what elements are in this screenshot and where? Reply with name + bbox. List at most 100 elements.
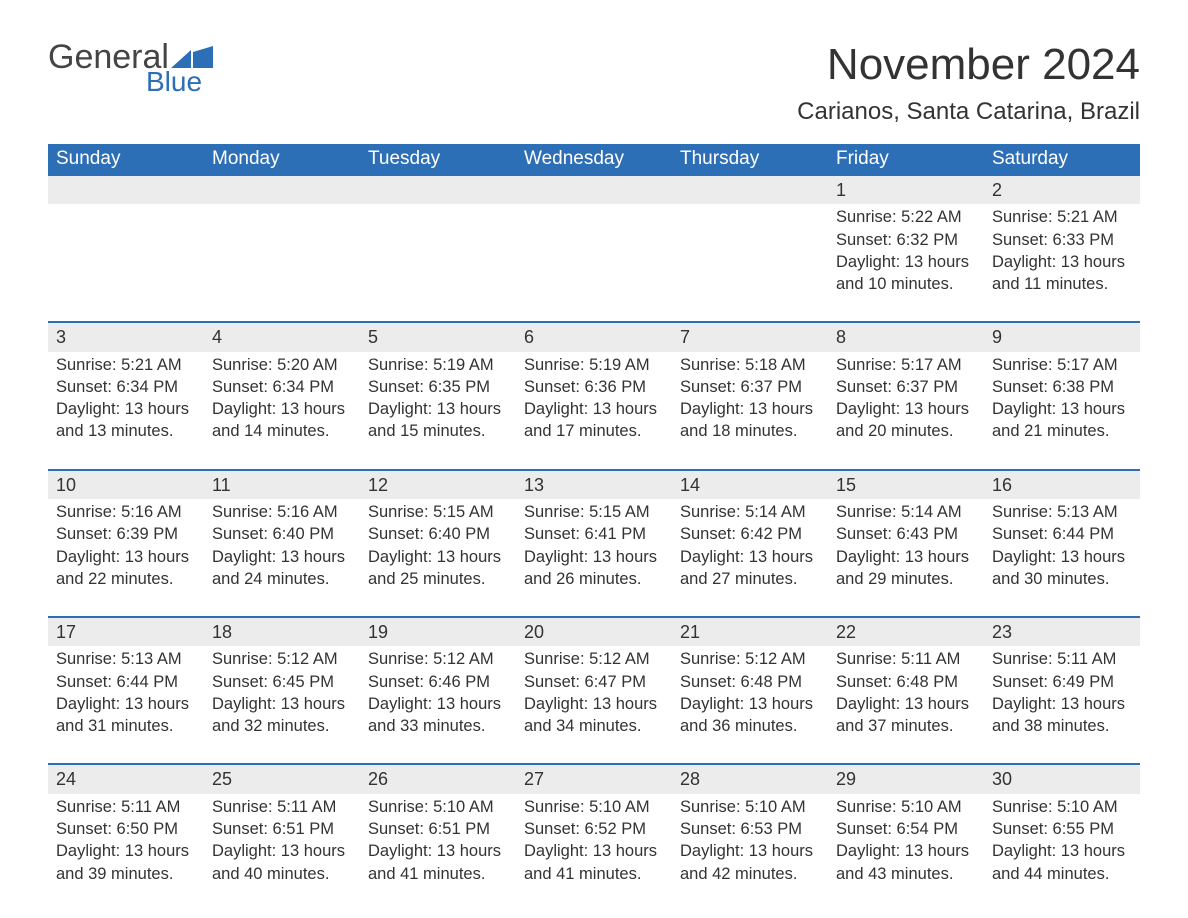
logo: General Blue <box>48 40 213 96</box>
calendar-detail-cell: Sunrise: 5:10 AMSunset: 6:55 PMDaylight:… <box>984 794 1140 911</box>
calendar-detail-cell: Sunrise: 5:12 AMSunset: 6:48 PMDaylight:… <box>672 646 828 764</box>
calendar-detail-cell: Sunrise: 5:21 AMSunset: 6:33 PMDaylight:… <box>984 204 1140 322</box>
calendar-detail-cell: Sunrise: 5:14 AMSunset: 6:43 PMDaylight:… <box>828 499 984 617</box>
calendar-week-daynum-row: 10111213141516 <box>48 470 1140 499</box>
calendar-daynum-cell: 8 <box>828 322 984 351</box>
calendar-header-cell: Monday <box>204 144 360 175</box>
calendar-daynum-cell: 6 <box>516 322 672 351</box>
calendar-daynum-cell: 26 <box>360 764 516 793</box>
daylight-text: Daylight: 13 hours and 41 minutes. <box>524 840 664 885</box>
daylight-text: Daylight: 13 hours and 39 minutes. <box>56 840 196 885</box>
sunset-text: Sunset: 6:51 PM <box>368 818 508 840</box>
calendar-detail-cell: Sunrise: 5:17 AMSunset: 6:38 PMDaylight:… <box>984 352 1140 470</box>
calendar-daynum-cell <box>672 175 828 204</box>
daylight-text: Daylight: 13 hours and 36 minutes. <box>680 693 820 738</box>
sunset-text: Sunset: 6:35 PM <box>368 376 508 398</box>
sunrise-text: Sunrise: 5:10 AM <box>680 796 820 818</box>
calendar-daynum-cell: 10 <box>48 470 204 499</box>
calendar-header-cell: Friday <box>828 144 984 175</box>
page-header: General Blue November 2024 Carianos, San… <box>48 40 1140 138</box>
daylight-text: Daylight: 13 hours and 42 minutes. <box>680 840 820 885</box>
calendar-daynum-cell: 28 <box>672 764 828 793</box>
sunset-text: Sunset: 6:40 PM <box>368 523 508 545</box>
sunset-text: Sunset: 6:52 PM <box>524 818 664 840</box>
daylight-text: Daylight: 13 hours and 13 minutes. <box>56 398 196 443</box>
daylight-text: Daylight: 13 hours and 41 minutes. <box>368 840 508 885</box>
calendar-week-detail-row: Sunrise: 5:11 AMSunset: 6:50 PMDaylight:… <box>48 794 1140 911</box>
daylight-text: Daylight: 13 hours and 44 minutes. <box>992 840 1132 885</box>
sunrise-text: Sunrise: 5:21 AM <box>992 206 1132 228</box>
sunrise-text: Sunrise: 5:21 AM <box>56 354 196 376</box>
calendar-detail-cell: Sunrise: 5:14 AMSunset: 6:42 PMDaylight:… <box>672 499 828 617</box>
calendar-detail-cell: Sunrise: 5:16 AMSunset: 6:40 PMDaylight:… <box>204 499 360 617</box>
calendar-detail-cell: Sunrise: 5:12 AMSunset: 6:47 PMDaylight:… <box>516 646 672 764</box>
sunset-text: Sunset: 6:32 PM <box>836 229 976 251</box>
daylight-text: Daylight: 13 hours and 33 minutes. <box>368 693 508 738</box>
calendar-daynum-cell: 2 <box>984 175 1140 204</box>
calendar-detail-cell: Sunrise: 5:11 AMSunset: 6:51 PMDaylight:… <box>204 794 360 911</box>
logo-flag-icon <box>171 46 213 68</box>
calendar-detail-cell: Sunrise: 5:10 AMSunset: 6:52 PMDaylight:… <box>516 794 672 911</box>
sunrise-text: Sunrise: 5:17 AM <box>992 354 1132 376</box>
daylight-text: Daylight: 13 hours and 22 minutes. <box>56 546 196 591</box>
calendar-daynum-cell: 19 <box>360 617 516 646</box>
sunrise-text: Sunrise: 5:12 AM <box>680 648 820 670</box>
calendar-daynum-cell: 20 <box>516 617 672 646</box>
sunrise-text: Sunrise: 5:14 AM <box>680 501 820 523</box>
daylight-text: Daylight: 13 hours and 27 minutes. <box>680 546 820 591</box>
calendar-daynum-cell: 17 <box>48 617 204 646</box>
calendar-daynum-cell: 13 <box>516 470 672 499</box>
calendar-daynum-cell: 30 <box>984 764 1140 793</box>
sunset-text: Sunset: 6:33 PM <box>992 229 1132 251</box>
sunset-text: Sunset: 6:34 PM <box>212 376 352 398</box>
daylight-text: Daylight: 13 hours and 37 minutes. <box>836 693 976 738</box>
sunset-text: Sunset: 6:54 PM <box>836 818 976 840</box>
sunrise-text: Sunrise: 5:10 AM <box>992 796 1132 818</box>
sunset-text: Sunset: 6:37 PM <box>680 376 820 398</box>
daylight-text: Daylight: 13 hours and 17 minutes. <box>524 398 664 443</box>
sunrise-text: Sunrise: 5:12 AM <box>212 648 352 670</box>
sunrise-text: Sunrise: 5:13 AM <box>56 648 196 670</box>
sunset-text: Sunset: 6:37 PM <box>836 376 976 398</box>
daylight-text: Daylight: 13 hours and 26 minutes. <box>524 546 664 591</box>
sunset-text: Sunset: 6:42 PM <box>680 523 820 545</box>
sunrise-text: Sunrise: 5:11 AM <box>56 796 196 818</box>
sunset-text: Sunset: 6:47 PM <box>524 671 664 693</box>
calendar-detail-cell: Sunrise: 5:11 AMSunset: 6:50 PMDaylight:… <box>48 794 204 911</box>
calendar-table: SundayMondayTuesdayWednesdayThursdayFrid… <box>48 144 1140 911</box>
daylight-text: Daylight: 13 hours and 30 minutes. <box>992 546 1132 591</box>
location-text: Carianos, Santa Catarina, Brazil <box>797 98 1140 126</box>
daylight-text: Daylight: 13 hours and 38 minutes. <box>992 693 1132 738</box>
sunset-text: Sunset: 6:48 PM <box>680 671 820 693</box>
calendar-daynum-cell: 5 <box>360 322 516 351</box>
calendar-header-cell: Wednesday <box>516 144 672 175</box>
calendar-week-detail-row: Sunrise: 5:21 AM Sunset: 6:34 PM Daylight:… <box>48 352 1140 470</box>
calendar-detail-cell: Sunrise: 5:11 AMSunset: 6:49 PMDaylight:… <box>984 646 1140 764</box>
daylight-text: Daylight: 13 hours and 10 minutes. <box>836 251 976 296</box>
sunset-text: Sunset: 6:49 PM <box>992 671 1132 693</box>
calendar-detail-cell: Sunrise: 5:22 AMSunset: 6:32 PMDaylight:… <box>828 204 984 322</box>
calendar-daynum-cell: 22 <box>828 617 984 646</box>
sunset-text: Sunset: 6:45 PM <box>212 671 352 693</box>
daylight-text: Daylight: 13 hours and 34 minutes. <box>524 693 664 738</box>
calendar-daynum-cell: 3 <box>48 322 204 351</box>
calendar-daynum-cell: 16 <box>984 470 1140 499</box>
sunrise-text: Sunrise: 5:19 AM <box>368 354 508 376</box>
calendar-daynum-cell <box>48 175 204 204</box>
calendar-daynum-cell: 27 <box>516 764 672 793</box>
calendar-detail-cell: Sunrise: 5:18 AMSunset: 6:37 PMDaylight:… <box>672 352 828 470</box>
sunrise-text: Sunrise: 5:17 AM <box>836 354 976 376</box>
calendar-detail-cell: Sunrise: 5:19 AMSunset: 6:35 PMDaylight:… <box>360 352 516 470</box>
sunset-text: Sunset: 6:48 PM <box>836 671 976 693</box>
calendar-daynum-cell <box>204 175 360 204</box>
logo-text-blue: Blue <box>146 68 213 96</box>
calendar-daynum-cell: 11 <box>204 470 360 499</box>
calendar-detail-cell: Sunrise: 5:10 AMSunset: 6:53 PMDaylight:… <box>672 794 828 911</box>
sunrise-text: Sunrise: 5:12 AM <box>524 648 664 670</box>
calendar-week-daynum-row: 12 <box>48 175 1140 204</box>
calendar-daynum-cell: 1 <box>828 175 984 204</box>
sunset-text: Sunset: 6:39 PM <box>56 523 196 545</box>
daylight-text: Daylight: 13 hours and 43 minutes. <box>836 840 976 885</box>
sunrise-text: Sunrise: 5:16 AM <box>56 501 196 523</box>
daylight-text: Daylight: 13 hours and 32 minutes. <box>212 693 352 738</box>
